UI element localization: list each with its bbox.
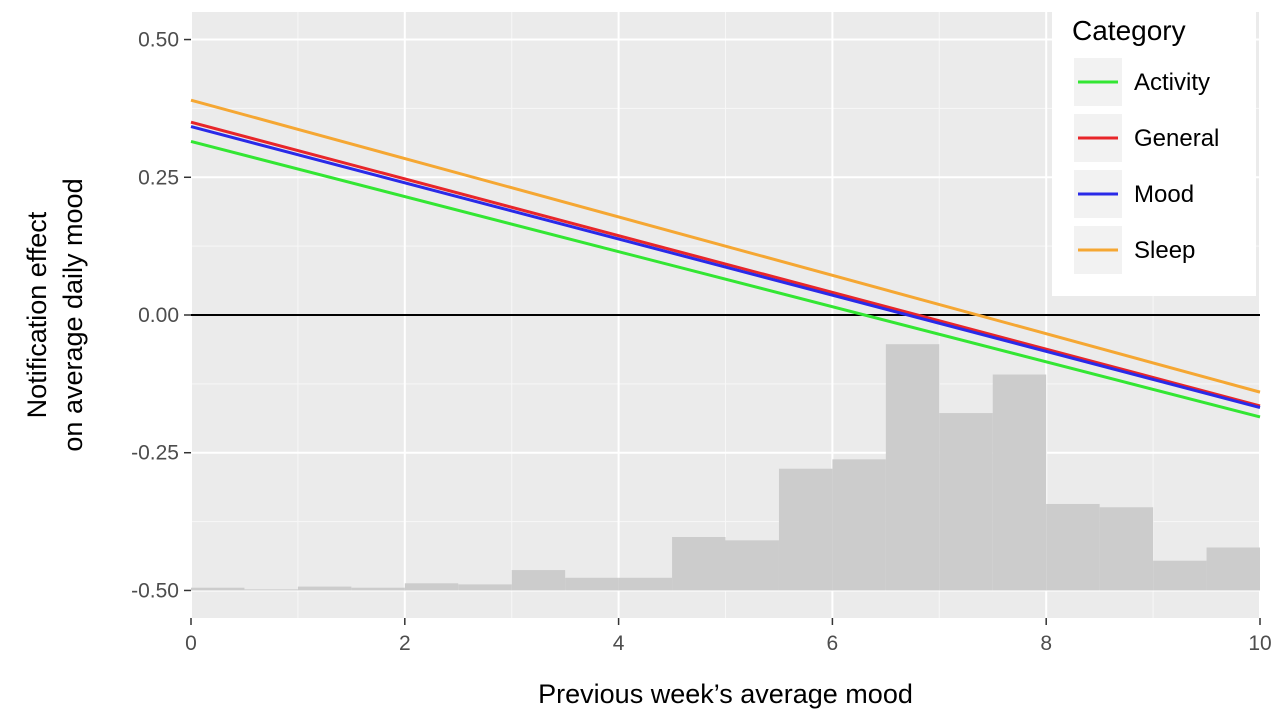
y-axis-title-line: on average daily mood — [58, 178, 88, 451]
histogram-bar — [885, 344, 940, 591]
x-tick-label: 0 — [185, 632, 197, 655]
histogram-bar — [244, 589, 298, 591]
legend-title: Category — [1072, 15, 1186, 46]
histogram-bar — [351, 587, 405, 591]
histogram-bar — [565, 577, 619, 591]
legend-label-activity: Activity — [1134, 69, 1210, 96]
histogram-bar — [992, 374, 1047, 591]
x-tick-label: 4 — [613, 632, 625, 655]
histogram-bar — [1153, 560, 1207, 591]
histogram-bar — [832, 459, 886, 591]
histogram-bar — [1046, 503, 1100, 591]
histogram-bar — [458, 584, 512, 591]
x-tick-label: 8 — [1040, 632, 1052, 655]
y-tick-label: -0.25 — [131, 442, 179, 465]
legend: Category Activity General Mood Sleep — [1052, 0, 1256, 296]
legend-label-general: General — [1134, 125, 1219, 152]
histogram-bar — [725, 540, 779, 591]
y-tick-label: 0.50 — [138, 29, 179, 52]
histogram-bar — [939, 413, 993, 591]
histogram-bar — [511, 570, 566, 591]
y-tick-label: 0.25 — [138, 166, 179, 189]
y-axis-title: Notification effect on average daily mood — [22, 178, 88, 451]
series-line-general — [190, 120, 1261, 408]
legend-label-sleep: Sleep — [1134, 237, 1195, 264]
histogram-bar — [191, 587, 245, 591]
histogram-bar — [1099, 507, 1154, 591]
histogram-bar — [618, 577, 673, 591]
y-axis-title-line: Notification effect — [22, 211, 52, 418]
x-tick-label: 2 — [399, 632, 411, 655]
histogram-bar — [1206, 547, 1260, 591]
y-tick-label: -0.50 — [131, 579, 179, 602]
histogram-bar — [672, 537, 726, 591]
y-tick-label: 0.00 — [138, 304, 179, 327]
x-tick-label: 6 — [827, 632, 839, 655]
histogram-bar — [778, 468, 833, 591]
histogram-bar — [404, 583, 459, 591]
histogram-bar — [297, 586, 352, 591]
series-line-sleep — [190, 98, 1261, 394]
x-tick-label: 10 — [1248, 632, 1271, 655]
series-line-activity — [190, 140, 1261, 419]
x-axis-title: Previous week’s average mood — [538, 679, 913, 709]
series-line-mood — [190, 125, 1261, 410]
legend-label-mood: Mood — [1134, 181, 1194, 208]
